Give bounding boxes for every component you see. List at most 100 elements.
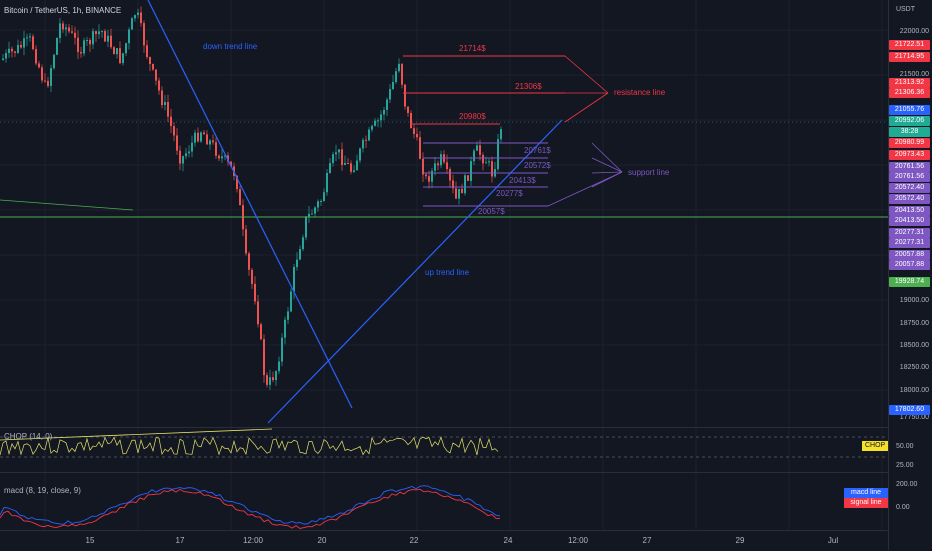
candle-body — [473, 150, 475, 162]
candle-body — [173, 126, 175, 136]
support-level-label: 20572$ — [524, 161, 551, 170]
time-tick: 20 — [317, 536, 327, 545]
candle-body — [74, 32, 76, 38]
candle-body — [446, 162, 448, 170]
candle-body — [56, 37, 58, 55]
candle-body — [203, 132, 205, 135]
candle-body — [137, 12, 139, 16]
price-axis[interactable]: USDT 22000.00 21500.00 19000.00 18750.00… — [888, 0, 932, 550]
support-arrow — [591, 157, 623, 173]
price-label: 21313.92 — [889, 78, 930, 88]
macd-tick: 0.00 — [896, 504, 910, 511]
candle-body — [269, 377, 271, 385]
candle-body — [278, 361, 280, 372]
candle-body — [68, 27, 70, 32]
price-label: 20973.43 — [889, 150, 930, 160]
candle-body — [149, 57, 151, 65]
candle-body — [11, 48, 13, 52]
candle-body — [230, 161, 232, 167]
candle-body — [455, 188, 457, 199]
candle-body — [86, 40, 88, 42]
price-tick: 19000.00 — [899, 297, 929, 304]
resistance-level-label: 20980$ — [459, 112, 486, 121]
candle-body — [116, 48, 118, 55]
candle-body — [437, 163, 439, 166]
resistance-level-label: 21306$ — [515, 82, 542, 91]
candle-body — [380, 114, 382, 121]
candle-body — [32, 36, 34, 50]
candle-body — [104, 31, 106, 42]
candle-body — [20, 44, 22, 48]
candle-body — [266, 375, 268, 385]
support-level-label: 20277$ — [496, 189, 523, 198]
candle-body — [209, 140, 211, 145]
candle-body — [161, 90, 163, 106]
macd-legend-signal: signal line — [844, 498, 888, 508]
candle-body — [323, 192, 325, 201]
down-trend-label: down trend line — [203, 42, 258, 51]
candle-body — [392, 81, 394, 90]
candle-body — [5, 53, 7, 59]
macd-title[interactable]: macd (8, 19, close, 9) — [4, 486, 81, 495]
candle-body — [95, 31, 97, 35]
candle-body — [467, 175, 469, 181]
candle-body — [8, 48, 10, 54]
time-axis[interactable]: 15 17 12:00 20 22 24 12:00 27 29 Jul — [0, 530, 888, 551]
price-chart[interactable] — [0, 0, 888, 530]
price-label: 20277.31 — [889, 228, 930, 238]
price-label: 17802.60 — [889, 405, 930, 415]
candle-body — [311, 213, 313, 215]
candle-body — [410, 112, 412, 129]
price-tick: 18750.00 — [899, 320, 929, 327]
price-label: 21055.76 — [889, 105, 930, 115]
candle-body — [293, 266, 295, 292]
candle-body — [239, 189, 241, 206]
candle-body — [359, 148, 361, 161]
price-label: 20761.56 — [889, 162, 930, 172]
candle-body — [119, 48, 121, 64]
candle-body — [143, 23, 145, 46]
candle-body — [491, 161, 493, 177]
candle-body — [401, 63, 403, 85]
candle-body — [308, 213, 310, 217]
support-level-label: 20057$ — [478, 207, 505, 216]
time-tick: 29 — [735, 536, 745, 545]
chop-title[interactable]: CHOP (14, 0) — [4, 432, 53, 441]
candle-body — [434, 163, 436, 171]
support-label: support line — [628, 168, 670, 177]
chop-trend-line — [0, 428, 273, 441]
candle-body — [287, 311, 289, 320]
candle-body — [110, 35, 112, 48]
candle-body — [176, 135, 178, 151]
candle-body — [101, 31, 103, 33]
candle-body — [254, 283, 256, 302]
candle-body — [224, 155, 226, 157]
candle-body — [152, 64, 154, 70]
green-arrow-line — [0, 199, 134, 211]
candle-body — [122, 53, 124, 64]
price-label: 20572.40 — [889, 183, 930, 193]
candle-body — [221, 156, 223, 159]
candle-body — [83, 40, 85, 54]
macd-legend-macd: macd line — [844, 488, 888, 498]
candle-body — [317, 201, 319, 208]
candle-body — [257, 301, 259, 325]
candle-body — [134, 15, 136, 19]
resistance-arrow — [564, 55, 609, 94]
candle-body — [431, 170, 433, 182]
candle-body — [125, 43, 127, 54]
chop-line — [0, 436, 499, 456]
candle-body — [341, 149, 343, 165]
candle-body — [407, 106, 409, 113]
candle-body — [419, 137, 421, 159]
price-label: 20980.99 — [889, 138, 930, 148]
candle-body — [272, 377, 274, 381]
candle-body — [335, 152, 337, 155]
price-label: 21714.95 — [889, 52, 930, 62]
candle-body — [362, 139, 364, 149]
candle-body — [71, 31, 73, 33]
symbol-title[interactable]: Bitcoin / TetherUS, 1h, BINANCE — [4, 6, 122, 15]
candle-body — [452, 180, 454, 189]
candle-body — [38, 63, 40, 68]
candle-body — [44, 80, 46, 82]
